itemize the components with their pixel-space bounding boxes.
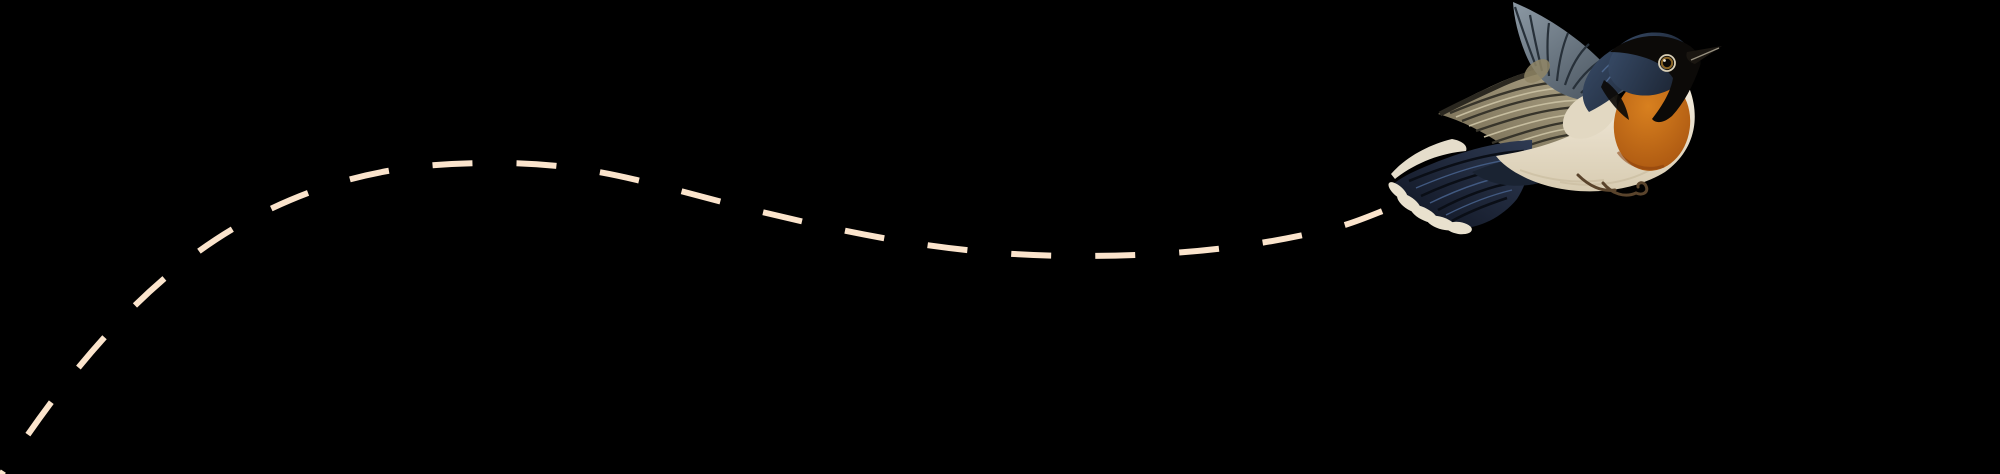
flight-path-dashed-line — [0, 159, 1387, 474]
bird-eye — [1658, 54, 1676, 72]
belly-shading — [1519, 169, 1651, 186]
bird-head — [1601, 32, 1722, 123]
swallow-bird-illustration — [1388, 2, 1722, 235]
raised-wing-wrist-patch — [1524, 59, 1550, 83]
black-cap-and-mask — [1610, 35, 1701, 123]
tail-covert-white-patch — [1391, 139, 1467, 179]
eye-highlight — [1663, 59, 1666, 62]
eye-ring — [1658, 54, 1676, 72]
bird-feet — [1576, 173, 1649, 197]
breast-under-shadow — [1616, 151, 1665, 170]
tail-white-tips — [1388, 182, 1472, 235]
beak-mouth-line — [1690, 47, 1720, 61]
chin-black-wedge — [1601, 80, 1629, 120]
bird-beak — [1686, 46, 1722, 64]
